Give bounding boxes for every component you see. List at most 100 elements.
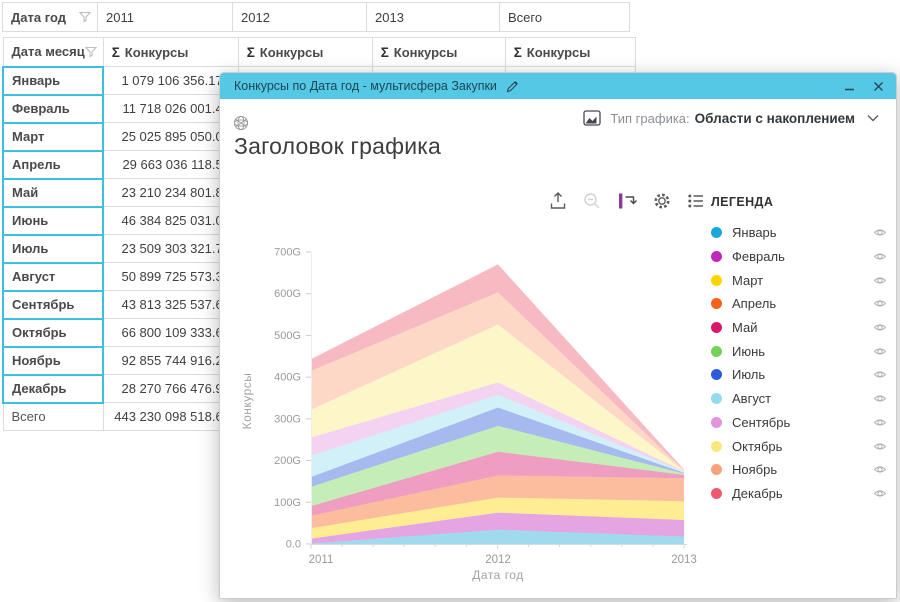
filter-icon[interactable]	[84, 46, 97, 58]
series-color-dot	[711, 464, 722, 476]
month-cell[interactable]: Декабрь	[1, 373, 105, 404]
value-cell[interactable]: 23 210 234 801.8	[102, 178, 239, 207]
total-cell[interactable]: Всего	[2, 402, 104, 431]
chart-type-value: Области с накоплением	[694, 110, 855, 126]
month-cell[interactable]: Январь	[1, 65, 105, 96]
year-filter-header[interactable]: Дата год	[2, 2, 98, 32]
legend-list-icon[interactable]	[686, 191, 706, 211]
month-cell[interactable]: Август	[1, 261, 105, 292]
svg-text:2011: 2011	[309, 554, 334, 566]
series-color-dot	[711, 369, 722, 381]
value-cell[interactable]: 1 079 106 356.17	[102, 66, 239, 95]
value-cell[interactable]: 28 270 766 476.9	[102, 374, 239, 403]
legend-item[interactable]: Ноябрь	[711, 458, 889, 482]
month-cell[interactable]: Июль	[1, 233, 105, 264]
month-cell[interactable]: Октябрь	[1, 317, 105, 348]
year-cell[interactable]: 2012	[232, 2, 367, 32]
dialog-title: Конкурсы по Дата год - мультисфера Закуп…	[234, 79, 497, 93]
settings-gear-icon[interactable]	[652, 191, 672, 211]
value-cell[interactable]: 443 230 098 518.6	[102, 402, 239, 431]
series-color-dot	[711, 251, 722, 263]
minimize-button[interactable]	[844, 81, 855, 92]
legend-item[interactable]: Июль	[711, 363, 889, 387]
measure-header-cell[interactable]: Σ Конкурсы	[102, 37, 239, 67]
table-row: Август 50 899 725 573.3	[1, 261, 635, 292]
area-chart-icon	[583, 110, 602, 126]
value-cell[interactable]: 92 855 744 916.2	[102, 346, 239, 375]
visibility-eye-icon[interactable]	[873, 227, 887, 238]
svg-text:Конкурсы: Конкурсы	[240, 373, 254, 430]
series-color-dot	[711, 274, 722, 286]
value-cell[interactable]: 29 663 036 118.5	[102, 150, 239, 179]
series-color-dot	[711, 393, 722, 405]
table-row: Сентябрь 43 813 325 537.6	[1, 289, 635, 320]
visibility-eye-icon[interactable]	[873, 298, 887, 309]
table-row: Июнь 46 384 825 031.0	[1, 205, 635, 236]
legend-item[interactable]: Март	[711, 268, 889, 292]
drill-swap-icon[interactable]	[616, 191, 638, 211]
year-header-row: Дата год 2011 2012 2013 Всего	[2, 2, 630, 32]
stacked-area-chart[interactable]: 0.0 100G 200G 300G 400G 500G 600G 700G 2011 2012 2…	[229, 241, 701, 593]
visibility-eye-icon[interactable]	[873, 346, 887, 357]
visibility-eye-icon[interactable]	[873, 369, 887, 380]
series-color-dot	[711, 227, 722, 239]
legend-item[interactable]: Февраль	[711, 245, 889, 269]
value-cell[interactable]: 50 899 725 573.3	[102, 262, 239, 291]
legend-item[interactable]: Август	[711, 387, 889, 411]
year-cell[interactable]: Всего	[499, 2, 630, 32]
month-cell[interactable]: Апрель	[1, 149, 105, 180]
visibility-eye-icon[interactable]	[873, 464, 887, 475]
month-cell[interactable]: Февраль	[1, 93, 105, 124]
legend-item[interactable]: Сентябрь	[711, 411, 889, 435]
zoom-out-icon[interactable]	[582, 191, 602, 211]
value-cell[interactable]: 11 718 026 001.4	[102, 94, 239, 123]
month-cell[interactable]: Июнь	[1, 205, 105, 236]
dialog-content: Тип графика: Области с накоплением Загол…	[220, 99, 896, 598]
legend-item[interactable]: Апрель	[711, 292, 889, 316]
measure-header-cell[interactable]: Σ Конкурсы	[504, 37, 636, 67]
series-color-dot	[711, 440, 722, 452]
table-row: Апрель 29 663 036 118.5	[1, 149, 635, 180]
chart-type-selector[interactable]: Тип графика: Области с накоплением	[583, 110, 879, 126]
month-cell[interactable]: Сентябрь	[1, 289, 105, 320]
svg-text:700G: 700G	[274, 247, 301, 259]
year-cell[interactable]: 2011	[97, 2, 233, 32]
month-cell[interactable]: Ноябрь	[1, 345, 105, 376]
visibility-eye-icon[interactable]	[873, 275, 887, 286]
dialog-titlebar[interactable]: Конкурсы по Дата год - мультисфера Закуп…	[220, 73, 896, 99]
visibility-eye-icon[interactable]	[873, 251, 887, 262]
value-cell[interactable]: 66 800 109 333.6	[102, 318, 239, 347]
measure-header-cell[interactable]: Σ Конкурсы	[237, 37, 373, 67]
table-row: Октябрь 66 800 109 333.6	[1, 317, 635, 348]
filter-icon[interactable]	[79, 11, 91, 23]
legend-item[interactable]: Октябрь	[711, 434, 889, 458]
visibility-eye-icon[interactable]	[873, 322, 887, 333]
export-icon[interactable]	[548, 191, 568, 211]
legend-item[interactable]: Декабрь	[711, 482, 889, 506]
value-cell[interactable]: 25 025 895 050.0	[102, 122, 239, 151]
month-cell[interactable]: Март	[1, 121, 105, 152]
visibility-eye-icon[interactable]	[873, 488, 887, 499]
measure-header-cell[interactable]: Σ Конкурсы	[371, 37, 506, 67]
month-cell[interactable]: Май	[1, 177, 105, 208]
visibility-eye-icon[interactable]	[873, 417, 887, 428]
chart-type-label: Тип графика:	[610, 110, 690, 126]
legend-item[interactable]: Май	[711, 316, 889, 340]
table-row: Всего 443 230 098 518.6	[2, 402, 635, 431]
table-row: Июль 23 509 303 321.7	[1, 233, 635, 264]
year-cell[interactable]: 2013	[366, 2, 500, 32]
month-filter-header[interactable]: Дата месяц	[2, 37, 104, 67]
svg-text:2012: 2012	[485, 554, 511, 566]
sigma-icon: Σ	[111, 44, 120, 60]
legend-item[interactable]: Январь	[711, 221, 889, 245]
legend-title: ЛЕГЕНДА	[711, 195, 774, 209]
edit-title-icon[interactable]	[506, 80, 519, 93]
value-cell[interactable]: 46 384 825 031.0	[102, 206, 239, 235]
table-row: Февраль 11 718 026 001.4	[1, 93, 635, 124]
close-button[interactable]	[873, 81, 884, 92]
visibility-eye-icon[interactable]	[873, 441, 887, 452]
legend-item[interactable]: Июнь	[711, 339, 889, 363]
visibility-eye-icon[interactable]	[873, 393, 887, 404]
value-cell[interactable]: 43 813 325 537.6	[102, 290, 239, 319]
value-cell[interactable]: 23 509 303 321.7	[102, 234, 239, 263]
